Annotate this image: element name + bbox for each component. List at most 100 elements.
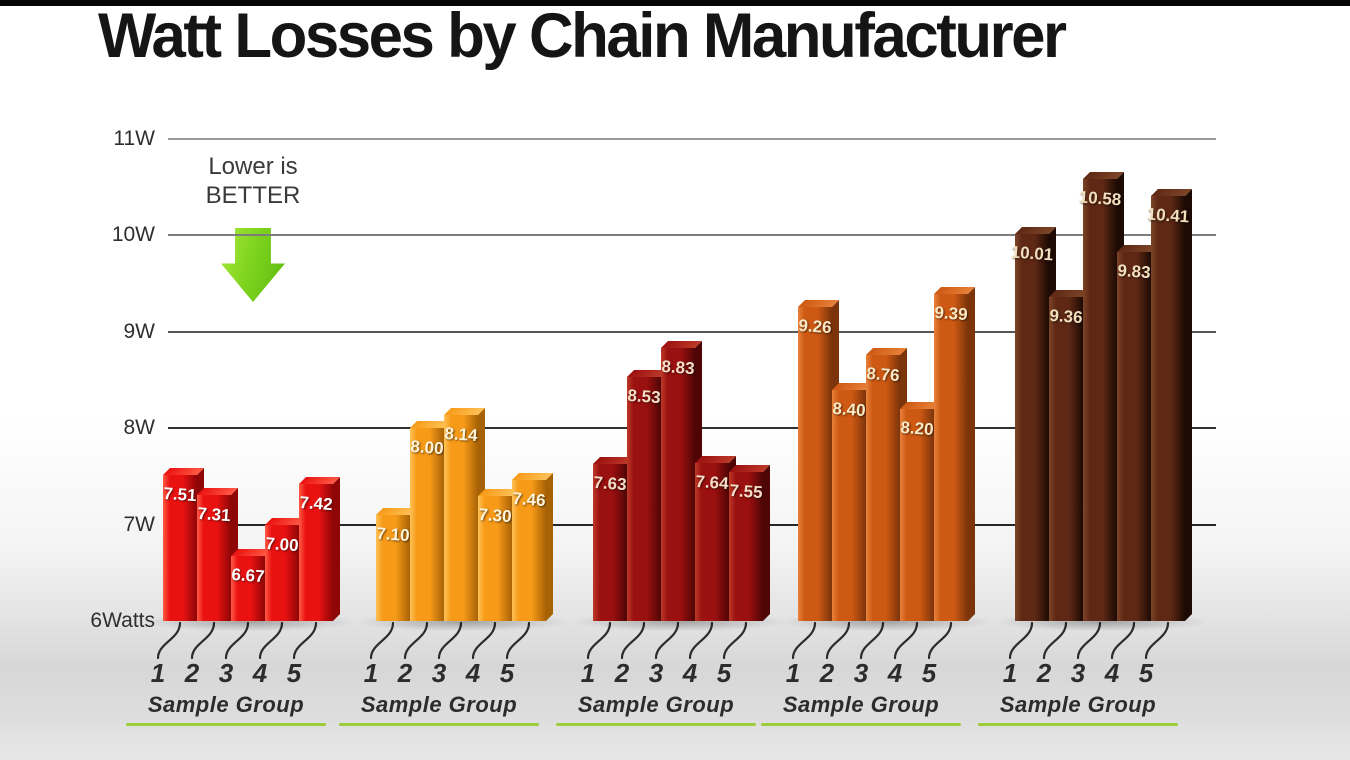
bar-value-label: 8.76 xyxy=(865,363,901,386)
top-black-strip xyxy=(0,0,1350,6)
bar-value-label: 7.30 xyxy=(477,504,513,527)
bar-front-face xyxy=(444,415,478,621)
bar-front-face xyxy=(163,475,197,621)
sample-number-label: 2 xyxy=(614,658,630,688)
bar-value-label: 10.01 xyxy=(1010,242,1054,265)
bar-front-face xyxy=(512,480,546,621)
bar-group-2-sample-1: 7.10 xyxy=(375,508,417,621)
bar-front-face xyxy=(231,556,265,621)
gridline-10w xyxy=(168,234,1216,236)
green-underline xyxy=(556,723,756,726)
bar-value-label: 9.36 xyxy=(1048,305,1084,328)
bar-front-face xyxy=(661,348,695,621)
bar-side-face xyxy=(1185,189,1192,621)
bar-group-2-sample-5: 7.46 xyxy=(511,473,553,621)
sample-number-label: 3 xyxy=(431,658,447,688)
green-down-arrow-icon xyxy=(221,228,285,302)
bar-group-1-sample-1: 7.51 xyxy=(162,468,204,621)
bar-group-4-sample-2: 8.40 xyxy=(831,383,873,621)
sample-number-label: 3 xyxy=(218,658,234,688)
bar-front-face xyxy=(265,525,299,621)
green-underline xyxy=(126,723,326,726)
y-axis-label-11w: 11W xyxy=(113,127,155,150)
bar-front-face xyxy=(1117,252,1151,621)
bar-group-1-sample-2: 7.31 xyxy=(197,488,238,621)
bar-group-1-sample-5: 7.42 xyxy=(298,477,340,621)
bar-front-face xyxy=(1015,234,1049,621)
bar-front-face xyxy=(1083,179,1117,621)
bar-group-4-sample-4: 8.20 xyxy=(899,402,941,621)
bar-value-label: 8.20 xyxy=(899,417,935,440)
bar-value-label: 8.53 xyxy=(626,385,662,408)
sample-group-caption: Sample Group xyxy=(360,692,518,717)
bar-value-label: 7.42 xyxy=(298,492,334,515)
gridline-11w xyxy=(168,138,1216,140)
bar-group-5-sample-4: 9.83 xyxy=(1116,245,1158,621)
bar-value-label: 7.46 xyxy=(511,488,547,511)
bar-front-face xyxy=(376,515,410,621)
annotation-line-1: Lower is xyxy=(208,153,298,180)
bar-group-2-sample-2: 8.00 xyxy=(410,421,451,621)
bar-group-5-sample-1: 10.01 xyxy=(1010,227,1056,621)
bar-group-3-sample-4: 7.64 xyxy=(694,456,736,621)
bar-value-label: 9.39 xyxy=(933,302,969,325)
bar-front-face xyxy=(900,409,934,621)
sample-number-label: 2 xyxy=(1036,658,1052,688)
bar-side-face xyxy=(968,287,975,621)
bar-value-label: 6.67 xyxy=(230,564,266,587)
sample-number-label: 3 xyxy=(1070,658,1086,688)
bar-front-face xyxy=(593,464,627,621)
bar-value-label: 8.40 xyxy=(831,398,867,421)
bar-value-label: 7.00 xyxy=(264,533,300,556)
green-underline xyxy=(339,723,539,726)
bar-value-label: 8.14 xyxy=(443,423,479,446)
bar-front-face xyxy=(1151,196,1185,621)
green-underline xyxy=(761,723,961,726)
bar-group-2-sample-4: 7.30 xyxy=(477,489,519,621)
gridline-9w xyxy=(168,331,1216,333)
bar-side-face xyxy=(333,477,340,621)
sample-number-label: 5 xyxy=(921,658,937,688)
bar-value-label: 8.83 xyxy=(660,356,696,379)
bar-front-face xyxy=(934,294,968,621)
bar-value-label: 7.51 xyxy=(162,483,198,506)
sample-number-label: 4 xyxy=(682,658,698,688)
annotation-line-2: BETTER xyxy=(205,182,301,209)
y-axis-label-8w: 8W xyxy=(123,416,156,439)
bar-group-4-sample-3: 8.76 xyxy=(865,348,907,621)
y-axis-label-9w: 9W xyxy=(123,320,156,343)
sample-number-label: 5 xyxy=(1138,658,1154,688)
bar-value-label: 10.58 xyxy=(1078,187,1122,210)
bar-front-face xyxy=(478,496,512,621)
sample-number-label: 3 xyxy=(648,658,664,688)
bar-side-face xyxy=(546,473,553,621)
bar-group-3-sample-3: 8.83 xyxy=(660,341,702,621)
sample-number-label: 1 xyxy=(785,658,801,688)
sample-number-label: 3 xyxy=(853,658,869,688)
sample-number-label: 2 xyxy=(819,658,835,688)
y-axis-label-10w: 10W xyxy=(111,223,155,246)
green-underline xyxy=(978,723,1178,726)
bar-front-face xyxy=(410,428,444,621)
bar-value-label: 7.64 xyxy=(694,471,730,494)
y-axis-label-6w: 6Watts xyxy=(90,609,155,632)
sample-number-label: 1 xyxy=(580,658,596,688)
bar-value-label: 10.41 xyxy=(1146,204,1190,227)
sample-number-label: 1 xyxy=(1002,658,1018,688)
bar-value-label: 7.10 xyxy=(375,523,411,546)
bar-group-1-sample-4: 7.00 xyxy=(264,518,306,621)
bar-front-face xyxy=(197,495,231,621)
bar-front-face xyxy=(299,484,333,621)
sample-number-label: 2 xyxy=(184,658,200,688)
sample-number-label: 5 xyxy=(499,658,515,688)
sample-number-label: 4 xyxy=(252,658,268,688)
sample-number-label: 4 xyxy=(1104,658,1120,688)
bar-group-4-sample-5: 9.39 xyxy=(933,287,975,621)
bar-group-4-sample-1: 9.26 xyxy=(798,300,839,621)
sample-group-caption: Sample Group xyxy=(999,692,1157,717)
lower-is-better-annotation: Lower is BETTER xyxy=(178,152,328,210)
bar-value-label: 9.83 xyxy=(1116,260,1152,283)
bar-side-face xyxy=(763,465,770,621)
sample-number-label: 4 xyxy=(465,658,481,688)
bar-group-3-sample-1: 7.63 xyxy=(593,457,634,621)
